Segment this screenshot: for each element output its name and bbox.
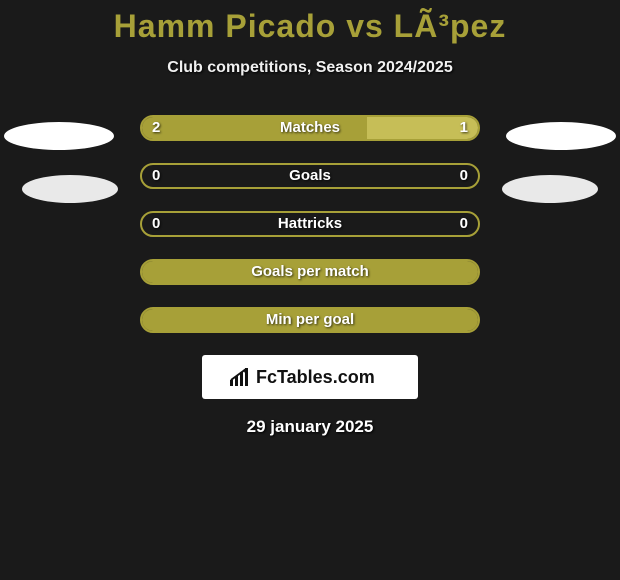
logo-text: FcTables.com [256, 367, 375, 387]
row-label: Hattricks [278, 213, 342, 235]
row-left-value: 0 [152, 213, 160, 235]
row-label: Goals [289, 165, 331, 187]
player-badge [4, 122, 114, 150]
row-label: Matches [280, 117, 340, 139]
row-left-value: 0 [152, 165, 160, 187]
row-right-value: 0 [460, 213, 468, 235]
player-badge [502, 175, 598, 203]
comparison-rows: 2 Matches 1 0 Goals 0 0 Hattricks 0 Goals per mat… [0, 115, 620, 333]
footer-date: 29 january 2025 [0, 417, 620, 437]
row-left-value: 2 [152, 117, 160, 139]
logo-card: FcTables.com [202, 355, 418, 399]
row-label: Goals per match [251, 261, 369, 283]
player-badge [506, 122, 616, 150]
comparison-row: Min per goal [140, 307, 480, 333]
row-right-value: 1 [460, 117, 468, 139]
comparison-row: 2 Matches 1 [140, 115, 480, 141]
page-title: Hamm Picado vs LÃ³pez [0, 8, 620, 45]
row-right-value: 0 [460, 165, 468, 187]
comparison-row: Goals per match [140, 259, 480, 285]
comparison-row: 0 Goals 0 [140, 163, 480, 189]
comparison-row: 0 Hattricks 0 [140, 211, 480, 237]
player-badge [22, 175, 118, 203]
page-subtitle: Club competitions, Season 2024/2025 [0, 59, 620, 77]
fctables-logo-icon: FcTables.com [220, 362, 400, 392]
row-label: Min per goal [266, 309, 354, 331]
